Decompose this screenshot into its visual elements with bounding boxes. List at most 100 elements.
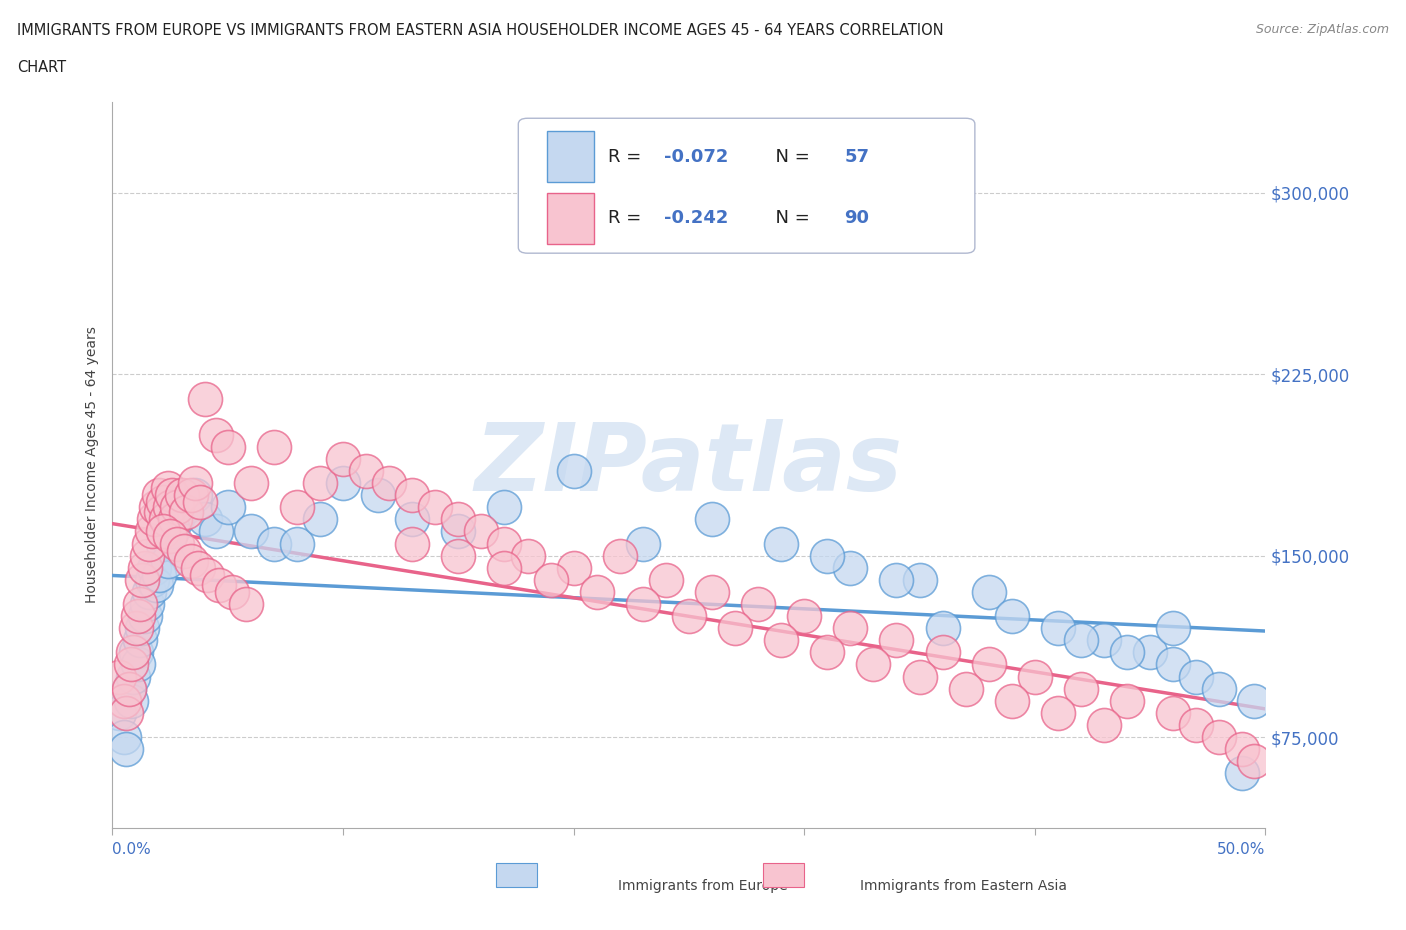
Point <box>127 609 149 624</box>
Point <box>117 681 139 696</box>
Point <box>152 525 174 539</box>
Point <box>516 549 538 564</box>
Point <box>631 536 654 551</box>
Point <box>217 500 239 515</box>
Point <box>187 560 209 575</box>
Point <box>120 657 142 671</box>
Point <box>1116 694 1139 709</box>
Point <box>1001 694 1024 709</box>
Text: N =: N = <box>763 148 815 166</box>
Point <box>184 476 207 491</box>
Point <box>131 573 153 588</box>
Text: 50.0%: 50.0% <box>1218 842 1265 857</box>
Point <box>332 476 354 491</box>
Point <box>162 487 184 502</box>
Point <box>180 487 202 502</box>
Point <box>205 428 228 443</box>
Point <box>309 512 332 526</box>
Point <box>180 553 202 568</box>
Point <box>494 500 516 515</box>
Point <box>977 657 1000 671</box>
Point <box>239 525 262 539</box>
Point <box>170 487 193 502</box>
Point <box>955 681 977 696</box>
Point <box>1161 657 1184 671</box>
Point <box>770 632 793 647</box>
Point <box>1070 632 1092 647</box>
Point <box>1070 681 1092 696</box>
Text: CHART: CHART <box>17 60 66 75</box>
Point <box>839 621 862 636</box>
Point <box>354 464 377 478</box>
Point <box>1116 645 1139 660</box>
Point <box>1243 753 1265 768</box>
Point <box>977 585 1000 600</box>
Point <box>562 464 585 478</box>
Point <box>148 487 170 502</box>
Point <box>562 560 585 575</box>
Point <box>159 500 181 515</box>
Point <box>1208 729 1230 744</box>
Point <box>207 578 229 592</box>
Point <box>1208 681 1230 696</box>
Point <box>309 476 332 491</box>
Point <box>263 440 285 455</box>
Point <box>908 573 931 588</box>
Point <box>156 553 179 568</box>
Point <box>447 549 470 564</box>
Point <box>678 609 700 624</box>
Point <box>908 670 931 684</box>
Point <box>145 500 167 515</box>
Point <box>217 440 239 455</box>
Point <box>1232 766 1254 781</box>
Point <box>886 573 908 588</box>
Text: Source: ZipAtlas.com: Source: ZipAtlas.com <box>1256 23 1389 36</box>
Point <box>156 481 179 496</box>
Point <box>112 729 135 744</box>
Y-axis label: Householder Income Ages 45 - 64 years: Householder Income Ages 45 - 64 years <box>86 326 100 604</box>
Point <box>108 705 131 720</box>
Point <box>235 597 257 612</box>
Point <box>724 621 747 636</box>
Point <box>141 525 163 539</box>
Point <box>1092 632 1115 647</box>
Point <box>931 621 953 636</box>
Point <box>174 500 197 515</box>
Point <box>166 536 188 551</box>
Point <box>285 536 308 551</box>
Point <box>1046 621 1069 636</box>
Point <box>401 487 423 502</box>
Point <box>129 597 152 612</box>
Point <box>134 560 156 575</box>
Point <box>700 585 723 600</box>
Text: 57: 57 <box>845 148 869 166</box>
FancyBboxPatch shape <box>519 118 974 253</box>
Point <box>839 560 862 575</box>
Point <box>1024 670 1046 684</box>
Point <box>205 525 228 539</box>
Point <box>447 525 470 539</box>
Point <box>425 500 447 515</box>
Text: IMMIGRANTS FROM EUROPE VS IMMIGRANTS FROM EASTERN ASIA HOUSEHOLDER INCOME AGES 4: IMMIGRANTS FROM EUROPE VS IMMIGRANTS FRO… <box>17 23 943 38</box>
Point <box>1243 694 1265 709</box>
Point <box>166 512 188 526</box>
Point <box>239 476 262 491</box>
Point <box>122 670 145 684</box>
Point <box>447 512 470 526</box>
Point <box>401 536 423 551</box>
Point <box>143 560 166 575</box>
Point <box>108 670 131 684</box>
Point <box>194 391 217 405</box>
Point <box>115 742 138 757</box>
Text: 0.0%: 0.0% <box>112 842 152 857</box>
Point <box>166 500 188 515</box>
Point <box>1001 609 1024 624</box>
Text: Immigrants from Europe: Immigrants from Europe <box>619 879 787 893</box>
Text: R =: R = <box>609 148 647 166</box>
Text: N =: N = <box>763 209 815 227</box>
Point <box>148 567 170 582</box>
Text: 90: 90 <box>845 209 869 227</box>
Point <box>1161 621 1184 636</box>
Point <box>285 500 308 515</box>
Point <box>136 597 159 612</box>
